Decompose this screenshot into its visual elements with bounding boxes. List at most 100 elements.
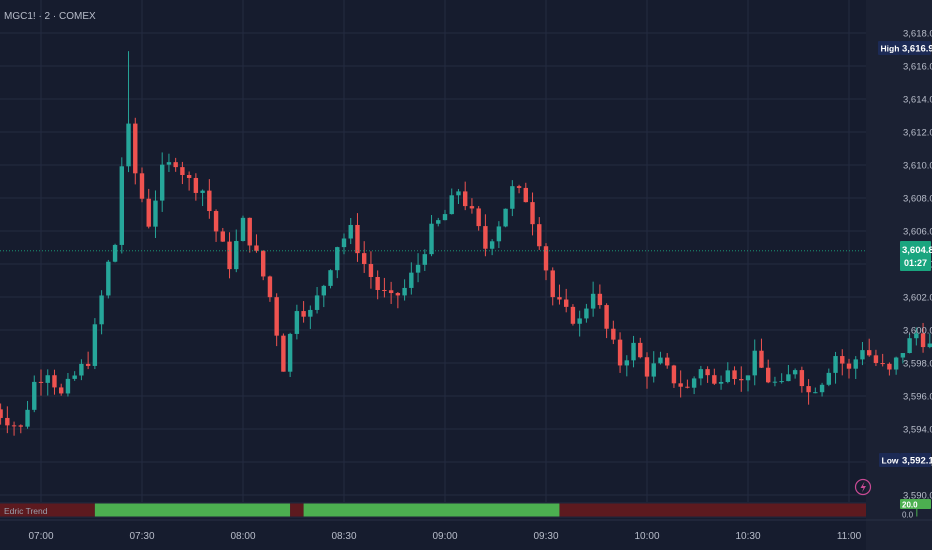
trend-segment-up (303, 503, 560, 517)
candle (712, 368, 717, 385)
candle (106, 259, 111, 299)
price-tick-label: 3,618.0 (903, 29, 932, 40)
candle (11, 421, 17, 436)
candle (523, 182, 528, 203)
candle (920, 322, 926, 353)
candle (557, 284, 562, 305)
edric-trend-panel: Edric Trend (0, 502, 932, 521)
candle (624, 355, 629, 377)
candle (887, 362, 892, 376)
candle (927, 333, 932, 349)
candle (180, 161, 185, 185)
low-value-tag: 3,592.1 (900, 453, 932, 467)
time-tick-label: 07:30 (129, 531, 154, 542)
candle (880, 353, 885, 367)
candle (611, 320, 616, 345)
candle (287, 332, 293, 378)
candle (456, 188, 461, 204)
candle (402, 279, 407, 301)
candle (893, 356, 899, 375)
candle (308, 305, 313, 329)
candle (0, 403, 3, 425)
trend-segment-down (290, 503, 304, 517)
candle (752, 339, 757, 386)
candle (463, 181, 468, 211)
price-tick-label: 3,610.0 (903, 161, 932, 172)
candle (907, 333, 912, 354)
candle (193, 173, 199, 201)
low-label-tag: Low (879, 453, 900, 467)
candle (139, 167, 145, 203)
candle (489, 239, 495, 256)
candle (631, 335, 636, 368)
candle (153, 190, 158, 238)
trend-segment-up (94, 503, 291, 517)
candle (496, 221, 502, 249)
candle (772, 376, 778, 387)
candle (146, 188, 151, 229)
time-axis[interactable]: 07:00 07:30 08:00 08:30 09:00 09:30 10:00 10:30… (28, 531, 932, 542)
indicator-value: 20.0 (902, 501, 918, 510)
price-tags: High 3,616.9 Low 3,592.1 3,604.8 01:27 20.00.0 (878, 41, 932, 520)
time-tick-label: 10:00 (634, 531, 659, 542)
candle (85, 351, 91, 370)
trend-segment-down (559, 503, 866, 517)
candle (119, 157, 124, 254)
candle (314, 286, 320, 314)
candle (422, 249, 427, 271)
price-tick-label: 3,600.0 (903, 326, 932, 337)
candle (873, 349, 879, 367)
time-tick-label: 07:00 (28, 531, 53, 542)
candle (294, 304, 300, 340)
price-tick-label: 3,612.0 (903, 128, 932, 139)
candle (25, 400, 30, 429)
high-label-tag: High (878, 41, 900, 55)
candle (173, 157, 178, 172)
candle (92, 318, 98, 370)
price-tick-label: 3,616.0 (903, 62, 932, 73)
candle (671, 364, 677, 388)
high-label: High (881, 44, 900, 54)
candle (267, 275, 273, 302)
candle (819, 382, 825, 397)
candle (638, 337, 643, 359)
candle (476, 206, 481, 231)
candle (240, 215, 246, 242)
candle (99, 290, 104, 335)
price-tick-label: 3,606.0 (903, 227, 932, 238)
candle (409, 262, 414, 295)
candles (0, 51, 932, 436)
candle (52, 369, 57, 395)
candle (254, 234, 259, 253)
candle (516, 184, 522, 194)
candle (806, 379, 811, 405)
candle (247, 217, 252, 253)
alert-icon[interactable] (854, 478, 872, 496)
candle (543, 243, 549, 281)
candle (745, 375, 751, 392)
candle (328, 269, 333, 289)
candle (570, 304, 576, 326)
indicator-zero-label: 0.0 (902, 511, 914, 520)
candle (792, 368, 798, 379)
candle (597, 284, 603, 309)
candle (274, 293, 279, 347)
candle (685, 379, 690, 389)
time-tick-label: 08:00 (230, 531, 255, 542)
candle (766, 359, 771, 384)
candle (45, 369, 50, 396)
price-tick-label: 3,590.0 (903, 491, 932, 502)
candle (301, 301, 306, 323)
candle (860, 342, 865, 366)
time-tick-label: 10:30 (735, 531, 760, 542)
candle (799, 366, 805, 393)
candle (537, 217, 542, 250)
candle (900, 353, 906, 364)
time-tick-label: 08:30 (331, 531, 356, 542)
candle (382, 277, 387, 298)
candle (207, 179, 212, 219)
low-label: Low (882, 456, 899, 466)
trend-segment-up (916, 503, 918, 517)
